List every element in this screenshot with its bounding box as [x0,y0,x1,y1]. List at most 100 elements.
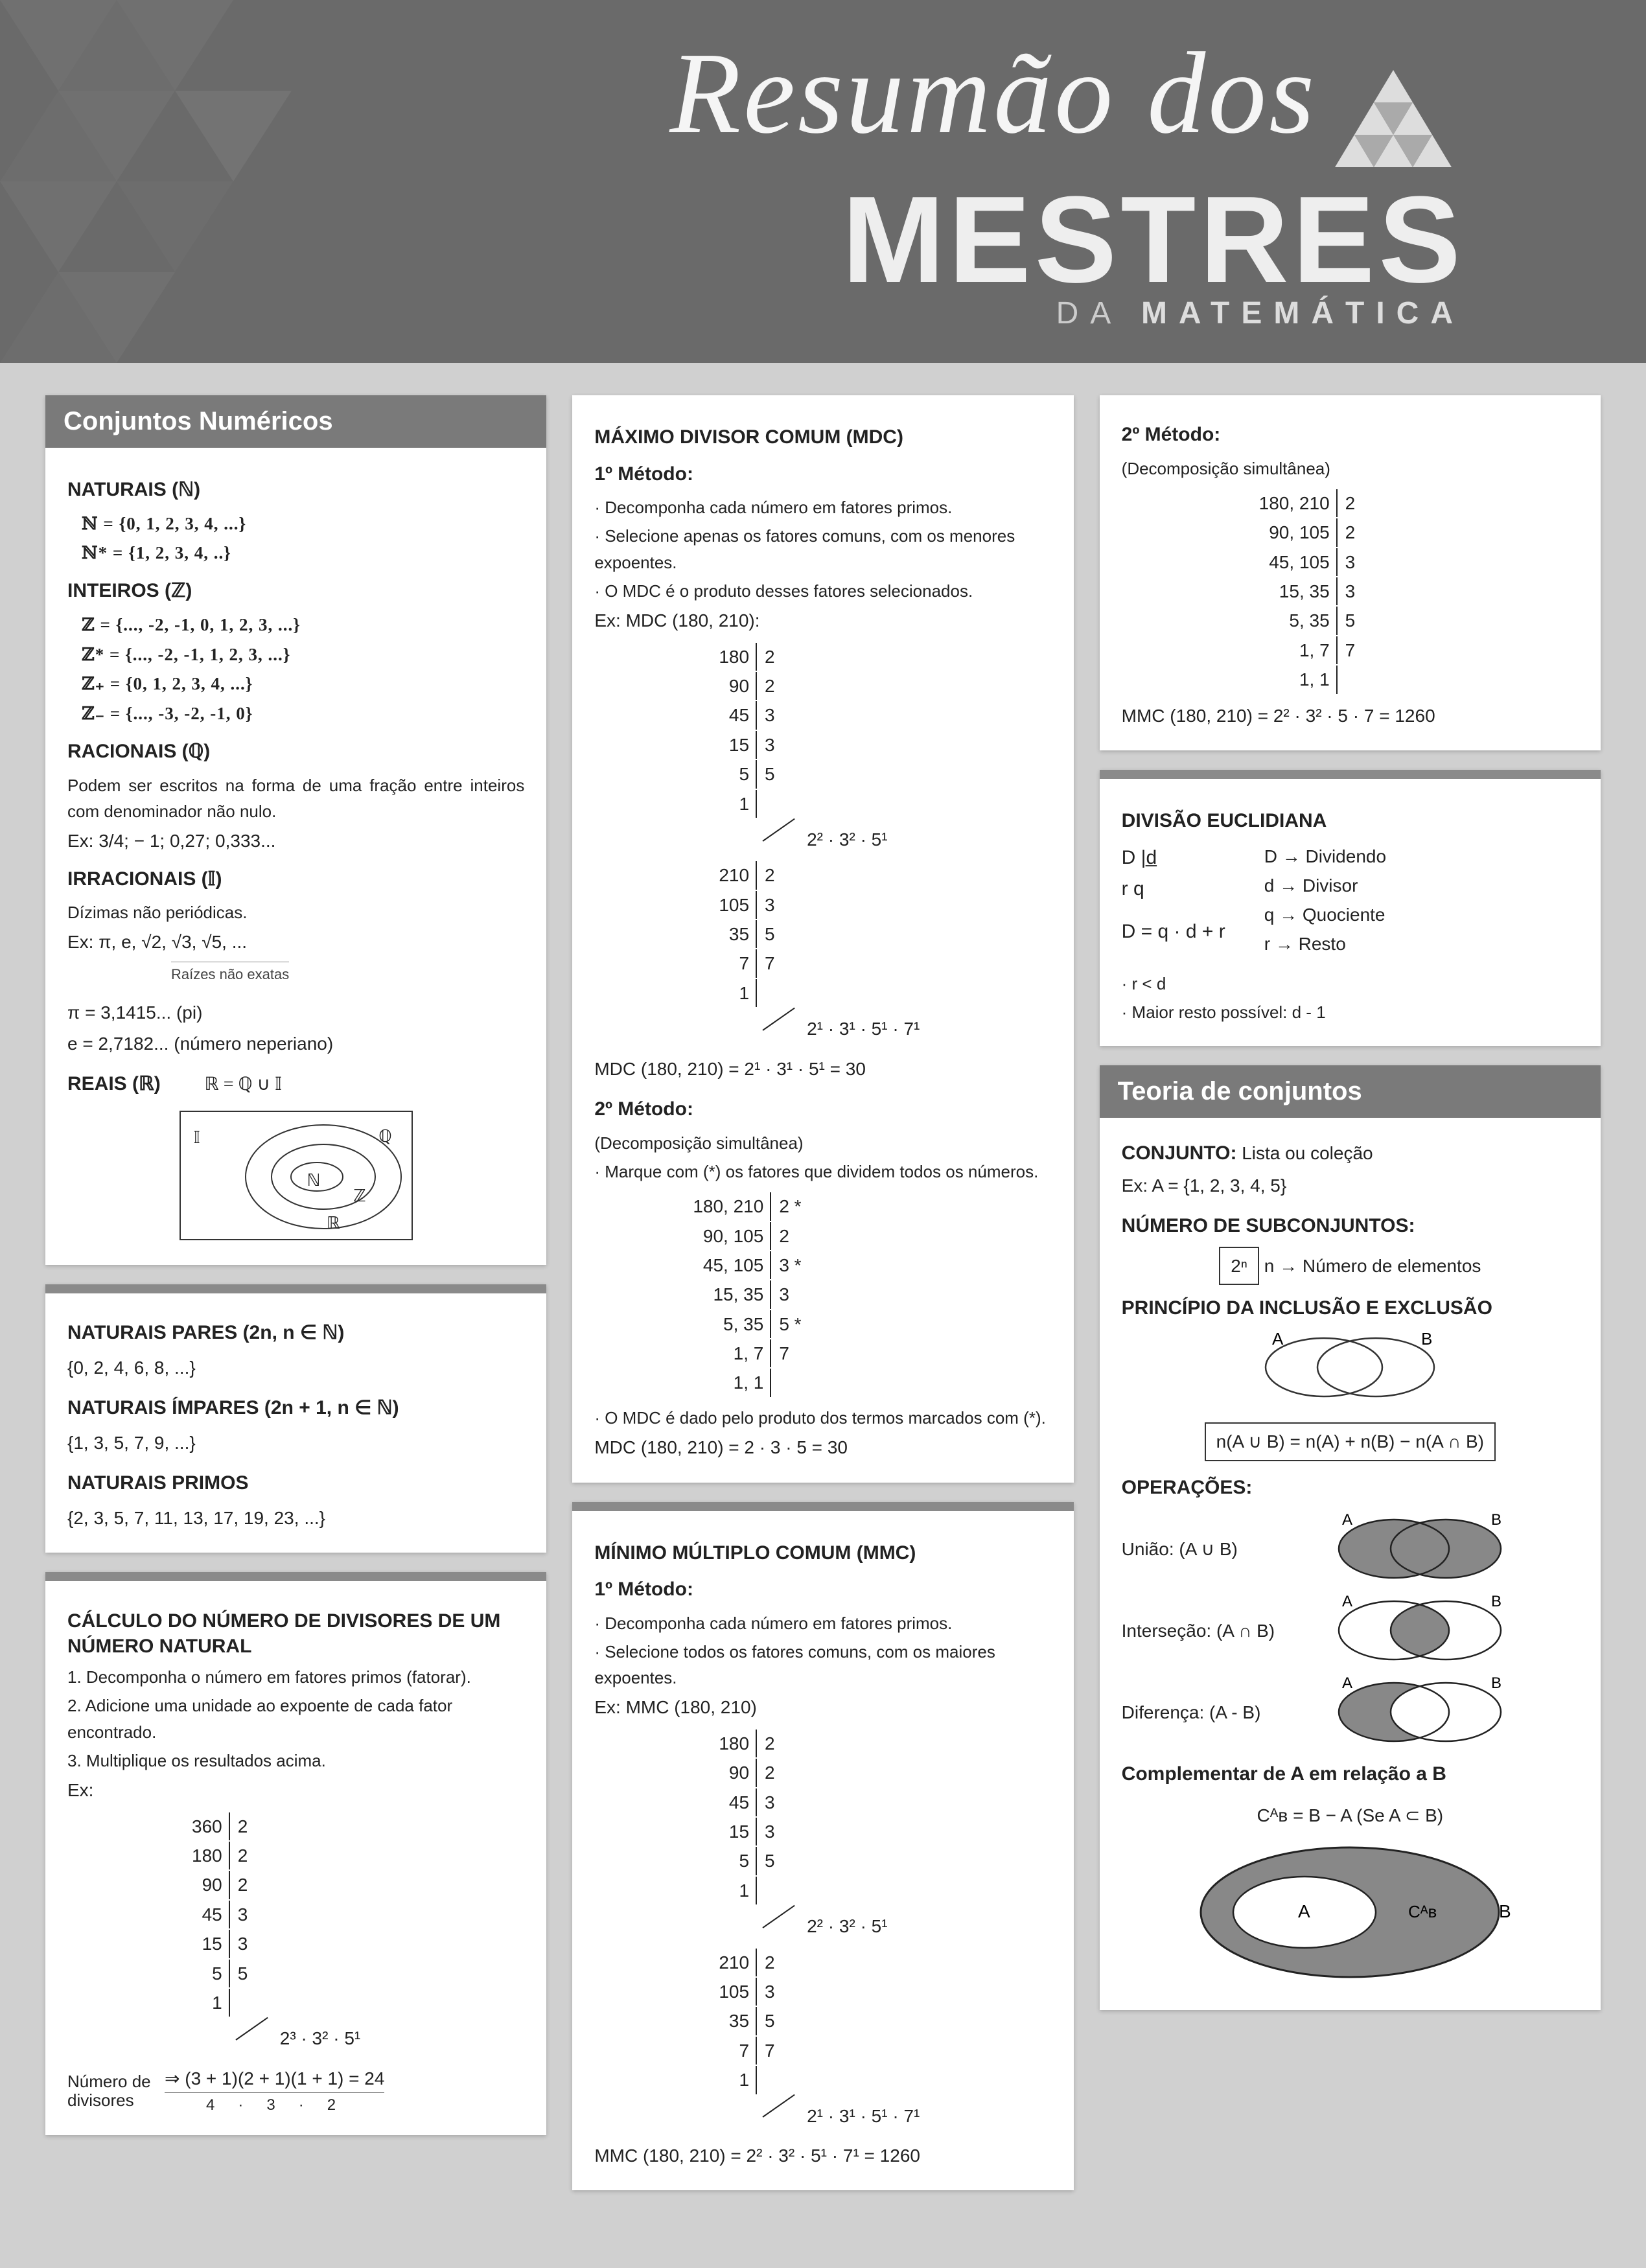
reais-eq: ℝ = ℚ ∪ 𝕀 [205,1074,283,1094]
page-header: Resumão dos MESTRES [0,0,1646,363]
irracionais-note: Raízes não exatas [171,962,289,986]
triangle-logo-icon [1322,70,1465,185]
svg-text:A: A [1272,1332,1284,1348]
pares-heading: NATURAIS PARES (2n, n ∈ ℕ) [67,1318,524,1348]
mmc2-sub: (Decomposição simultânea) [1122,456,1579,481]
int-line-3: ℤ₊ = {0, 1, 2, 3, 4, ...} [82,671,524,698]
div-eucl-title: DIVISÃO EUCLIDIANA [1122,806,1579,837]
svg-text:B: B [1491,1595,1501,1610]
header-title: MESTRES [669,185,1465,295]
divisores-title: CÁLCULO DO NÚMERO DE DIVISORES DE UM NÚM… [67,1608,524,1659]
svg-text:A: A [1342,1676,1352,1692]
venn-union-icon: AB [1323,1513,1579,1584]
div-cond1: · r < d [1122,971,1579,997]
subconjuntos-box: 2ⁿ [1219,1247,1259,1285]
card-divisao-euclidiana: DIVISÃO EUCLIDIANA D |d̲ r q D = q · d +… [1100,770,1601,1046]
mdc-m2-result: MDC (180, 210) = 2 · 3 · 5 = 30 [594,1433,1051,1461]
svg-text:Cᴬʙ: Cᴬʙ [1408,1902,1437,1921]
e-line: e = 2,7182... (número neperiano) [67,1030,524,1058]
mmc-m1-head: 1º Método: [594,1575,1051,1605]
card-naturais-especiais: NATURAIS PARES (2n, n ∈ ℕ) {0, 2, 4, 6, … [45,1284,546,1553]
card-teoria-conjuntos: Teoria de conjuntos CONJUNTO: Lista ou c… [1100,1065,1601,2009]
mdc-m1-s3: · O MDC é o produto desses fatores selec… [594,578,1051,604]
nat-line-2: ℕ* = {1, 2, 3, 4, ..} [82,540,524,567]
div-Dd: D |d̲ [1122,842,1225,874]
reais-heading: REAIS (ℝ) [67,1069,161,1100]
irracionais-heading: IRRACIONAIS (𝕀) [67,864,524,895]
decomp-mdc-210: 2¹ · 3¹ · 5¹ · 7¹ [763,1015,1051,1043]
num-div-under: 4 · 3 · 2 [165,2092,384,2117]
op-intersecao: Interseção: (A ∩ B) AB [1122,1595,1579,1666]
div-eq: D = q · d + r [1122,916,1225,947]
venn-complement-icon: A Cᴬʙ B [1188,1841,1512,1984]
step-3: 3. Multiplique os resultados acima. [67,1748,524,1774]
svg-text:A: A [1342,1595,1352,1610]
decomp-mdc-180: 2² · 3² · 5¹ [763,826,1051,853]
mmc-result: MMC (180, 210) = 2² · 3² · 5¹ · 7¹ = 126… [594,2142,1051,2170]
mdc-m1-s1: · Decomponha cada número em fatores prim… [594,494,1051,520]
factor-table-mmc-sim: 180, 210290, 105245, 105315, 3535, 3551,… [1251,488,1363,695]
decomp-360: 2³ · 3² · 5¹ [236,2024,524,2052]
card-mmc-metodo2: 2º Método: (Decomposição simultânea) 180… [1100,395,1601,750]
header-triangle-pattern [0,0,583,363]
irracionais-ex: Ex: π, e, √2, √3, √5, ... [67,928,524,956]
mmc-title: MÍNIMO MÚLTIPLO COMUM (MMC) [594,1538,1051,1569]
complementar-head: Complementar de A em relação a B [1122,1759,1579,1790]
mdc-m1-ex: Ex: MDC (180, 210): [594,607,1051,634]
int-line-2: ℤ* = {..., -2, -1, 1, 2, 3, ...} [82,642,524,669]
factor-table-mmc-210: 21021053355771 [711,1947,782,2096]
racionais-ex: Ex: 3/4; − 1; 0,27; 0,333... [67,827,524,855]
venn-intersection-icon: AB [1323,1595,1579,1666]
pares-set: {0, 2, 4, 6, 8, ...} [67,1354,524,1382]
venn-difference-icon: AB [1323,1676,1579,1748]
conjunto-ex: Ex: A = {1, 2, 3, 4, 5} [1122,1172,1579,1199]
factor-table-mdc-180: 1802902453153551 [711,642,782,819]
mdc-m2-head: 2º Método: [594,1094,1051,1125]
div-cond2: · Maior resto possível: d - 1 [1122,999,1579,1025]
primos-set: {2, 3, 5, 7, 11, 13, 17, 19, 23, ...} [67,1504,524,1532]
mmc-m1-ex: Ex: MMC (180, 210) [594,1693,1051,1721]
mdc-title: MÁXIMO DIVISOR COMUM (MDC) [594,422,1051,453]
racionais-text: Podem ser escritos na forma de uma fraçã… [67,772,524,825]
irracionais-text: Dízimas não periódicas. [67,899,524,925]
impares-heading: NATURAIS ÍMPARES (2n + 1, n ∈ ℕ) [67,1393,524,1424]
mmc2-head: 2º Método: [1122,420,1579,450]
ex-label: Ex: [67,1776,524,1804]
svg-text:A: A [1342,1513,1352,1529]
inclusao-head: PRINCÍPIO DA INCLUSÃO E EXCLUSÃO [1122,1297,1579,1320]
mdc-m2-sub: (Decomposição simultânea) [594,1130,1051,1156]
mdc-m2-text: · Marque com (*) os fatores que dividem … [594,1159,1051,1185]
svg-text:B: B [1421,1332,1432,1348]
mdc-result: MDC (180, 210) = 2¹ · 3¹ · 5¹ = 30 [594,1055,1051,1083]
venn-inclusion-icon: AB [1246,1332,1454,1403]
step-2: 2. Adicione uma unidade ao expoente de c… [67,1693,524,1745]
mmc2-result: MMC (180, 210) = 2² · 3² · 5 · 7 = 1260 [1122,702,1579,730]
racionais-heading: RACIONAIS (ℚ) [67,737,524,767]
page-body: Conjuntos Numéricos NATURAIS (ℕ) ℕ = {0,… [0,363,1646,2223]
factor-table-mmc-180: 1802902453153551 [711,1728,782,1906]
mmc-m1-s1: · Decomponha cada número em fatores prim… [594,1610,1051,1636]
int-line-4: ℤ₋ = {..., -3, -2, -1, 0} [82,700,524,728]
header-script-title: Resumão dos [669,29,1317,157]
num-div-label: Número de divisores [67,2072,158,2109]
subconjuntos-head: NÚMERO DE SUBCONJUNTOS: [1122,1211,1579,1242]
svg-text:B: B [1491,1513,1501,1529]
column-3: 2º Método: (Decomposição simultânea) 180… [1100,395,1601,2010]
op-uniao: União: (A ∪ B) AB [1122,1513,1579,1584]
pi-line: π = 3,1415... (pi) [67,999,524,1026]
conjunto-head: CONJUNTO: [1122,1142,1237,1164]
mmc-m1-s2: · Selecione todos os fatores comuns, com… [594,1639,1051,1691]
mdc-m2-text2: · O MDC é dado pelo produto dos termos m… [594,1405,1051,1431]
header-subtitle: DA MATEMÁTICA [669,295,1465,331]
complementar-eq: Cᴬʙ = B − A (Se A ⊂ B) [1122,1801,1579,1829]
card-conjuntos-numericos: Conjuntos Numéricos NATURAIS (ℕ) ℕ = {0,… [45,395,546,1265]
factor-table-360: 36021802902453153551 [184,1811,255,2019]
int-line-1: ℤ = {..., -2, -1, 0, 1, 2, 3, ...} [82,612,524,639]
naturais-heading: NATURAIS (ℕ) [67,475,524,505]
factor-table-mdc-210: 21021053355771 [711,860,782,1008]
card-mdc: MÁXIMO DIVISOR COMUM (MDC) 1º Método: · … [572,395,1073,1483]
svg-text:B: B [1499,1901,1511,1921]
card-mmc: MÍNIMO MÚLTIPLO COMUM (MMC) 1º Método: ·… [572,1502,1073,2191]
inclusao-formula: n(A ∪ B) = n(A) + n(B) − n(A ∩ B) [1205,1422,1496,1461]
decomp-mmc-210: 2¹ · 3¹ · 5¹ · 7¹ [763,2102,1051,2130]
